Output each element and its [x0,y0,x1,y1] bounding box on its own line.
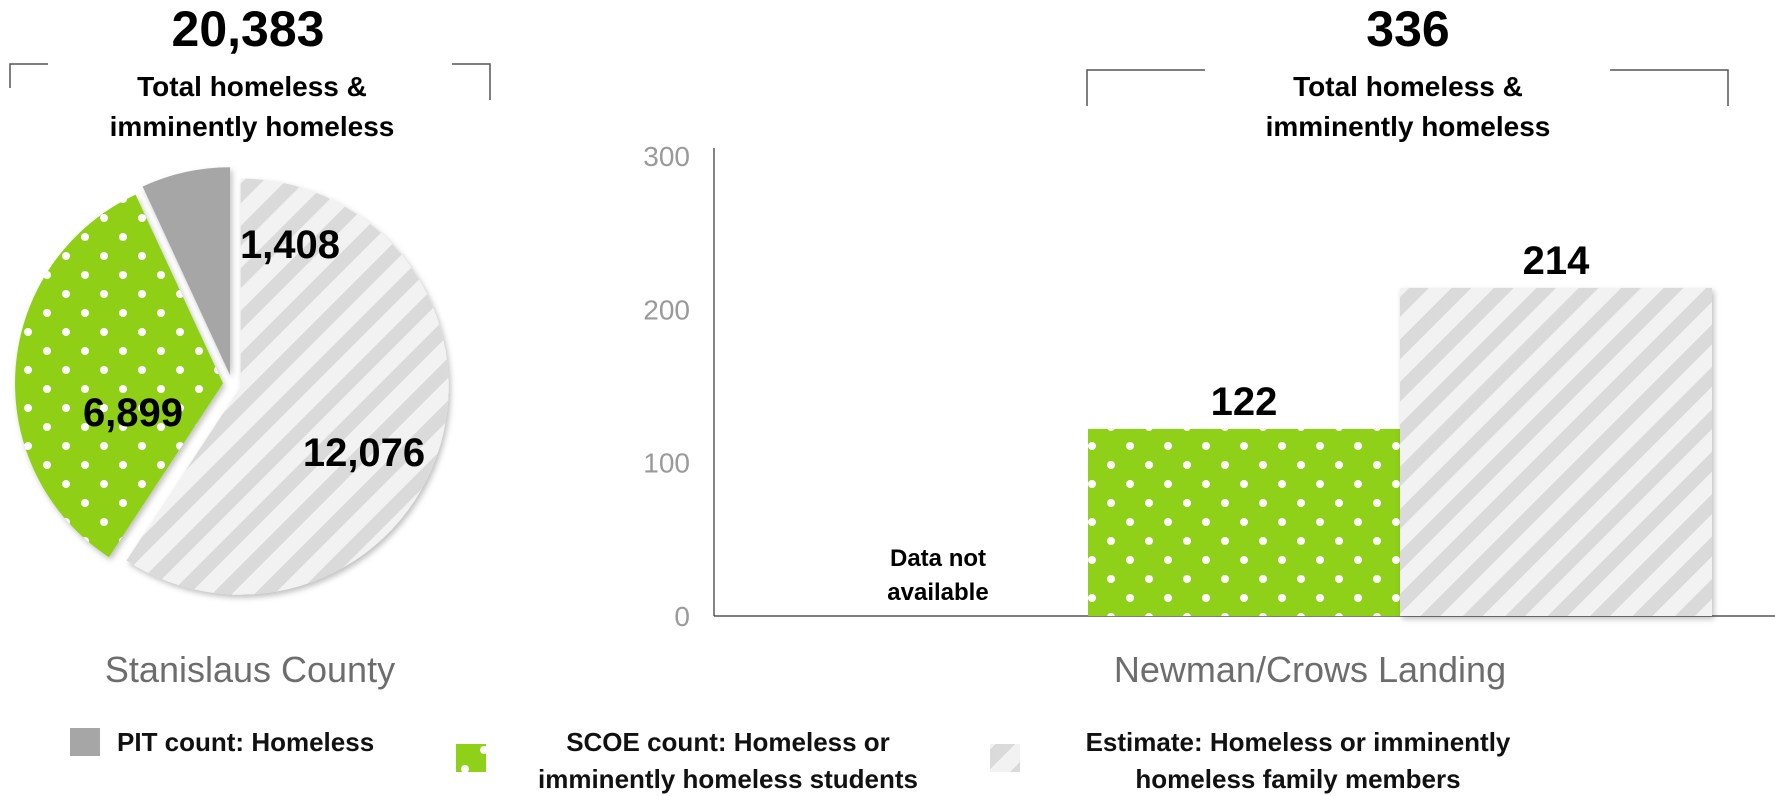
y-tick-label-0: 0 [674,601,690,632]
pie-slice-label-pit: 1,408 [240,223,340,267]
pie-slice-scoe [15,194,224,558]
legend-label-scoe-line2: imminently homeless students [538,764,918,794]
y-tick-label-100: 100 [643,448,690,479]
legend-swatch-pit [70,728,100,756]
bar-estimate [1400,287,1712,616]
bar-not-available-line2: available [887,579,988,606]
legend-swatch-estimate [990,744,1020,772]
pie-slice-pit [142,167,231,376]
pie-group-name: Stanislaus County [105,649,395,690]
bar-total-value: 336 [1366,1,1449,57]
bars [1088,287,1712,616]
legend-swatch-scoe [456,744,486,772]
pie-slices [15,167,449,595]
bar-group-name: Newman/Crows Landing [1114,649,1506,690]
bar-not-available-line1: Data not [890,545,986,572]
pie-bracket-left [9,63,48,88]
legend-label-estimate-line1: Estimate: Homeless or imminently [1086,727,1511,757]
bar-total-label-line1: Total homeless & [1293,71,1523,102]
pie-total-label-line1: Total homeless & [137,71,367,102]
bar-bracket-right [1610,69,1729,106]
pie-chart-stanislaus: 20,383 Total homeless & imminently homel… [9,1,491,690]
pie-bracket-right [452,63,491,100]
legend: PIT count: Homeless SCOE count: Homeless… [70,727,1511,794]
legend-label-estimate-line2: homeless family members [1135,764,1460,794]
pie-total-label-line2: imminently homeless [110,111,395,142]
pie-slice-label-scoe: 6,899 [83,391,183,435]
legend-label-scoe-line1: SCOE count: Homeless or [566,727,890,757]
pie-slice-estimate [126,178,449,595]
pie-slice-label-estimate: 12,076 [303,431,425,475]
bar-value-label-estimate: 214 [1523,239,1590,283]
bar-scoe [1088,428,1400,616]
bar-total-label-line2: imminently homeless [1266,111,1551,142]
y-tick-label-300: 300 [643,141,690,172]
bar-bracket-left [1086,69,1205,106]
bar-chart-newman: 336 Total homeless & imminently homeless… [643,1,1775,690]
legend-label-pit: PIT count: Homeless [117,727,374,757]
pie-total-value: 20,383 [172,1,325,57]
y-tick-label-200: 200 [643,294,690,325]
bar-value-label-scoe: 122 [1211,380,1278,424]
y-axis-ticks: 0 100 200 300 [643,141,690,632]
